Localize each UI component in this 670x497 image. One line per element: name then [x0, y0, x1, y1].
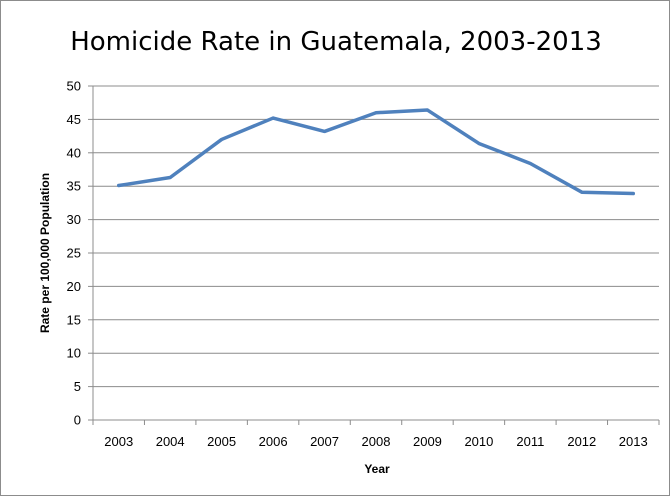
y-tick-label: 45: [67, 112, 81, 127]
x-tick-label: 2013: [619, 434, 648, 449]
x-tick-label: 2005: [207, 434, 236, 449]
series-line: [119, 110, 634, 194]
data-point-2012: [580, 191, 583, 194]
y-tick-label: 40: [67, 145, 81, 160]
y-tick-label: 5: [74, 379, 81, 394]
data-point-2010: [477, 142, 480, 145]
y-tick-label: 35: [67, 179, 81, 194]
y-tick-labels: 0 5 10 15 20 25 30 35 40 45 50: [67, 79, 81, 428]
data-point-2007: [323, 130, 326, 133]
gridlines: [93, 86, 659, 387]
x-tick-label: 2004: [156, 434, 185, 449]
data-point-2005: [220, 138, 223, 141]
series-layer: [117, 109, 635, 196]
x-tick-label: 2012: [567, 434, 596, 449]
y-tick-label: 10: [67, 346, 81, 361]
y-tick-label: 15: [67, 312, 81, 327]
x-tick-label: 2006: [259, 434, 288, 449]
y-tick-label: 25: [67, 246, 81, 261]
y-tick-label: 50: [67, 79, 81, 94]
x-tick-label: 2003: [104, 434, 133, 449]
data-point-2003: [117, 184, 120, 187]
x-tick-label: 2008: [362, 434, 391, 449]
axes: [88, 86, 659, 425]
y-tick-label: 0: [74, 413, 81, 428]
data-point-2004: [169, 176, 172, 179]
data-point-2013: [632, 192, 635, 195]
data-point-2009: [426, 109, 429, 112]
data-point-2008: [375, 111, 378, 114]
y-tick-label: 30: [67, 212, 81, 227]
x-tick-labels: 2003 2004 2005 2006 2007 2008 2009 2010 2011 2012…: [104, 434, 647, 449]
y-tick-label: 20: [67, 279, 81, 294]
data-point-2006: [272, 117, 275, 120]
x-axis-label: Year: [364, 462, 390, 476]
x-tick-label: 2011: [516, 434, 544, 449]
x-tick-label: 2010: [464, 434, 493, 449]
y-axis-label: Rate per 100,000 Population: [38, 173, 52, 333]
data-point-2011: [529, 162, 532, 165]
x-tick-label: 2009: [413, 434, 442, 449]
x-tick-label: 2007: [310, 434, 339, 449]
